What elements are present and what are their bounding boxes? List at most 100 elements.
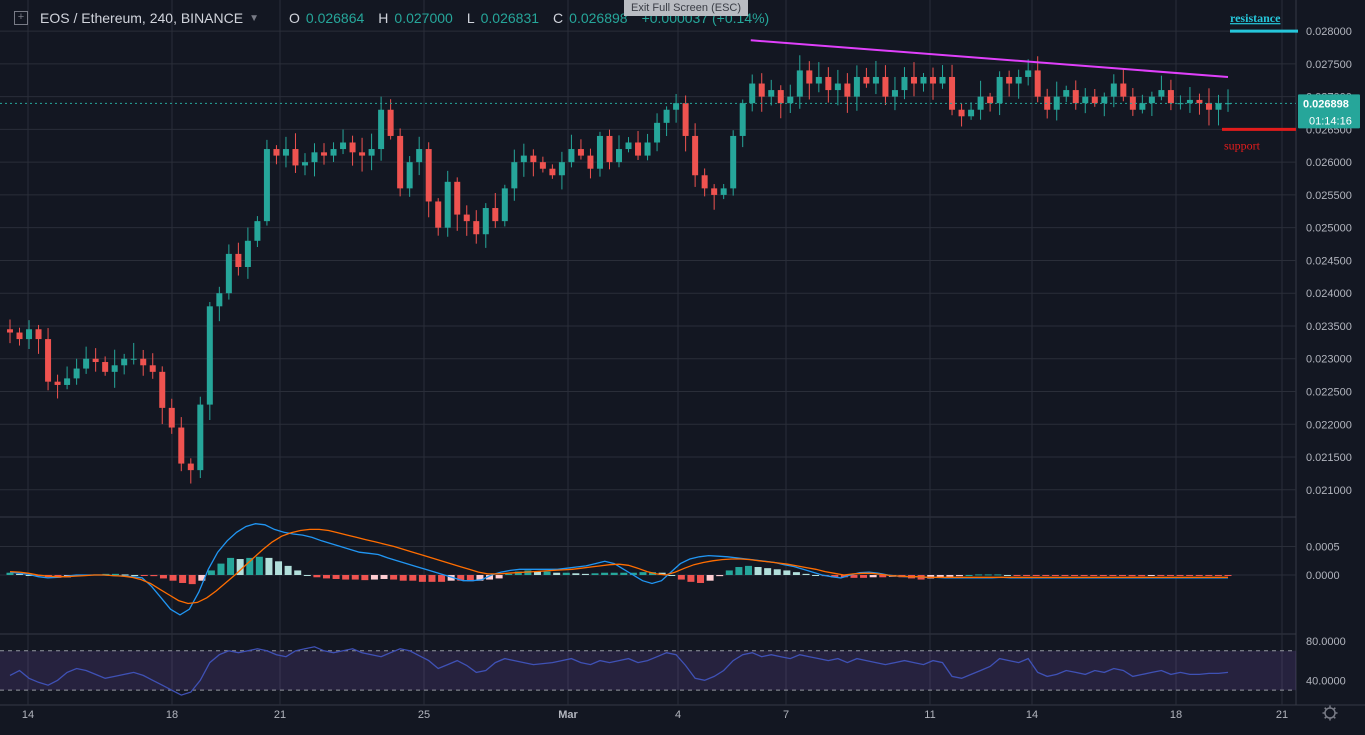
macd-histogram-bar [1224,575,1232,576]
macd-histogram-bar [399,575,407,581]
macd-histogram-bar [255,556,263,575]
macd-histogram-bar [25,575,33,576]
price-tick-label: 0.022000 [1306,419,1352,431]
candle-body [102,362,109,372]
macd-histogram-bar [802,573,810,575]
macd-histogram-bar [303,575,311,576]
macd-histogram-bar [850,575,858,578]
macd-histogram-bar [409,575,417,581]
macd-histogram-bar [975,574,983,576]
macd-histogram-bar [994,574,1002,576]
candle-body [825,76,832,91]
macd-histogram-bar [438,575,446,582]
candle-body [35,329,42,340]
candle-body [273,149,280,156]
candle-body [406,162,413,189]
resistance-label: resistance [1230,11,1281,25]
candle-body [111,365,118,372]
macd-histogram-bar [524,570,532,575]
candle-body [92,358,99,363]
candle-body [7,329,13,333]
macd-histogram-bar [984,574,992,576]
support-label: support [1224,138,1261,152]
macd-histogram-bar [1099,575,1107,576]
candle-body [83,358,90,369]
candle-body [749,83,756,104]
candle-body [149,365,156,372]
macd-histogram-bar [1214,575,1222,576]
macd-histogram-bar [140,575,148,576]
price-tick-label: 0.023500 [1306,321,1352,333]
candle-body [330,149,337,156]
symbol-label[interactable]: EOS / Ethereum, 240, BINANCE [40,10,244,26]
price-tick-label: 0.023000 [1306,354,1352,366]
candle-body [730,135,737,189]
time-tick-label: 21 [274,709,286,721]
macd-histogram-bar [706,575,714,581]
candle-body [187,463,194,471]
macd-line [9,523,1228,616]
exit-fullscreen-button[interactable]: Exit Full Screen (ESC) [624,0,748,16]
macd-histogram-bar [946,575,954,577]
candle-body [1091,96,1098,104]
open-value: 0.026864 [305,10,365,26]
macd-histogram-bar [361,575,369,581]
macd-histogram-bar [169,575,177,581]
candle-body [625,142,632,150]
candle-body [891,90,898,97]
candle-body [673,103,680,110]
candle-body [587,155,594,169]
candle-body [387,109,394,136]
candle-body [378,109,385,150]
macd-tick-label: 0.0005 [1306,542,1340,554]
candle-body [292,149,299,166]
candle-body [853,76,860,97]
candle-body [910,76,917,84]
candle-body [682,103,689,136]
macd-histogram-bar [879,575,887,578]
gear-icon[interactable] [1322,705,1338,721]
candle-body [425,149,432,202]
candle-body [54,381,61,385]
macd-histogram-bar [591,573,599,575]
candle-body [549,168,556,176]
macd-histogram-bar [342,575,350,580]
macd-histogram-bar [1032,575,1040,576]
macd-histogram-bar [457,575,465,581]
chevron-down-icon[interactable]: ▼ [249,12,259,24]
macd-histogram-bar [1157,575,1165,576]
macd-histogram-bar [476,575,484,581]
candle-body [1072,90,1079,104]
price-tick-label: 0.025000 [1306,223,1352,235]
candle-body [206,306,213,405]
macd-histogram-bar [1061,575,1069,576]
macd-histogram-bar [1205,575,1213,576]
macd-histogram-bar [1023,575,1031,576]
candle-body [263,149,270,222]
macd-histogram-bar [390,575,398,580]
macd-histogram-bar [1051,575,1059,576]
macd-histogram-bar [179,575,187,583]
time-tick-label: Mar [558,709,578,721]
candle-body [996,76,1003,104]
candle-body [863,76,870,84]
candle-body [1167,90,1174,104]
macd-histogram-bar [16,573,24,575]
candle-body [501,188,508,222]
macd-histogram-bar [687,575,695,582]
candle-body [435,201,442,228]
macd-histogram-bar [217,563,225,575]
macd-histogram-bar [351,575,359,580]
candle-body [159,371,166,408]
high-value: 0.027000 [394,10,453,26]
macd-histogram-bar [111,573,119,575]
macd-histogram-bar [486,575,494,580]
macd-histogram-bar [495,575,503,579]
macd-histogram-bar [639,572,647,575]
candle-body [796,70,803,97]
macd-histogram-bar [505,573,513,575]
macd-histogram-bar [207,570,215,575]
time-tick-label: 4 [675,709,681,721]
expand-icon[interactable]: + [14,11,28,25]
